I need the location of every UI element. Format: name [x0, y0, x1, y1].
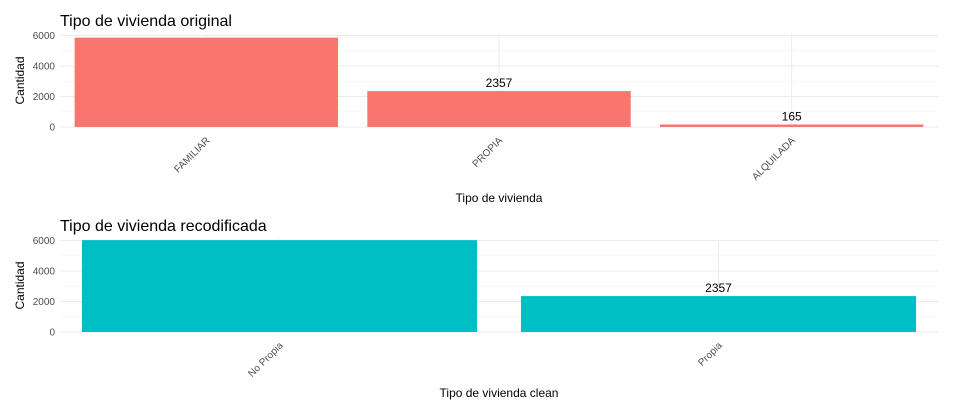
y-tick-label: 2000 — [33, 297, 56, 308]
chart-panel-original: 0 2000 4000 6000 2357 165 FAMILIAR PROPIA ALQUIL… — [13, 13, 938, 205]
data-label-alquilada: 165 — [782, 109, 802, 123]
y-axis-title: Cantidad — [13, 56, 27, 104]
x-axis-title: Tipo de vivienda clean — [440, 386, 559, 400]
chart-title: Tipo de vivienda original — [60, 13, 232, 30]
x-tick-label-familiar: FAMILIAR — [172, 135, 212, 175]
chart-panel-recodificada: 0 2000 4000 6000 2357 No Propia Propia Tipo de … — [13, 218, 938, 400]
bar-propia — [520, 296, 917, 332]
bar-familiar — [74, 37, 339, 128]
bar-propia — [367, 91, 631, 127]
y-axis-title: Cantidad — [13, 261, 27, 309]
data-label-propia: 2357 — [486, 76, 513, 90]
bar-no-propia — [81, 240, 478, 332]
x-tick-label-propia: PROPIA — [471, 135, 506, 170]
x-tick-label-no-propia: No Propia — [246, 340, 286, 380]
data-label-propia: 2357 — [705, 281, 732, 295]
y-tick-label: 6000 — [33, 236, 56, 247]
y-tick-label: 0 — [49, 123, 55, 134]
y-tick-label: 4000 — [33, 267, 56, 278]
chart-title: Tipo de vivienda recodificada — [60, 218, 267, 235]
y-tick-label: 6000 — [33, 31, 56, 42]
x-axis-title: Tipo de vivienda — [456, 191, 543, 205]
x-tick-label-alquilada: ALQUILADA — [750, 135, 798, 183]
bar-alquilada — [659, 124, 924, 127]
x-tick-label-propia: Propia — [696, 340, 725, 369]
y-tick-label: 0 — [49, 328, 55, 339]
y-tick-label: 2000 — [33, 92, 56, 103]
y-tick-label: 4000 — [33, 62, 56, 73]
